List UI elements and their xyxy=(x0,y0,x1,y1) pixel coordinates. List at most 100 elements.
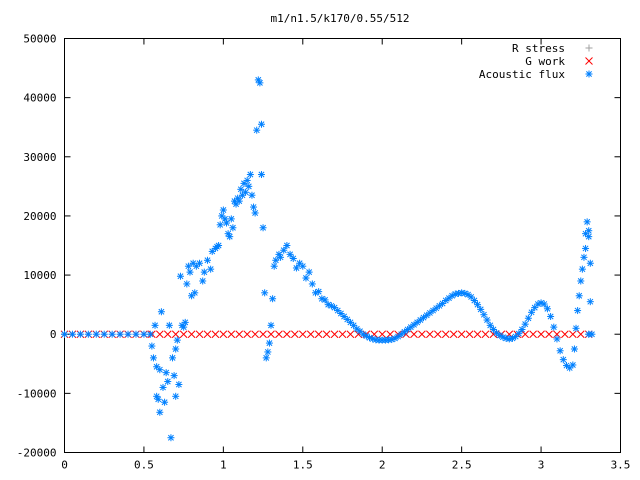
data-point xyxy=(61,330,68,338)
data-point xyxy=(116,330,124,338)
data-point xyxy=(154,395,162,403)
data-point xyxy=(486,321,494,329)
y-tick-label: 0 xyxy=(50,328,57,341)
data-point xyxy=(196,259,204,267)
data-point xyxy=(283,242,291,249)
data-point xyxy=(227,330,236,339)
data-point xyxy=(550,323,558,331)
data-point xyxy=(219,330,228,339)
data-point xyxy=(172,345,180,353)
data-point xyxy=(545,330,553,339)
data-point xyxy=(370,330,379,339)
data-point xyxy=(575,292,583,300)
y-tick-label: -20000 xyxy=(17,447,57,460)
data-point xyxy=(305,268,313,276)
data-point xyxy=(586,298,594,306)
data-point xyxy=(559,356,567,364)
data-point xyxy=(416,316,424,324)
data-point xyxy=(308,280,316,288)
series-layer xyxy=(60,76,596,442)
data-point xyxy=(183,280,191,288)
data-point xyxy=(378,330,387,339)
data-point xyxy=(223,219,231,227)
data-point xyxy=(572,324,580,332)
data-point xyxy=(191,289,199,297)
data-point xyxy=(229,224,237,232)
data-point xyxy=(251,330,259,339)
data-point xyxy=(570,345,578,353)
data-point xyxy=(576,330,585,339)
data-point xyxy=(226,233,234,241)
data-point xyxy=(159,383,167,391)
data-point xyxy=(195,330,204,339)
data-point xyxy=(521,320,529,328)
data-point xyxy=(543,305,551,313)
data-point xyxy=(568,330,577,339)
data-point xyxy=(426,330,434,339)
data-point xyxy=(259,330,267,339)
data-point xyxy=(100,330,108,338)
data-point xyxy=(331,304,339,312)
data-point xyxy=(433,330,442,339)
data-point xyxy=(477,305,485,313)
data-point xyxy=(243,330,252,339)
data-point xyxy=(216,221,224,229)
data-point xyxy=(203,330,212,339)
data-point xyxy=(235,330,244,339)
data-point xyxy=(162,369,170,377)
data-point xyxy=(346,318,354,326)
data-point xyxy=(261,289,269,297)
data-point xyxy=(515,330,523,338)
data-point xyxy=(151,321,159,329)
y-tick-label: 40000 xyxy=(23,92,56,105)
data-point xyxy=(181,318,189,326)
data-point xyxy=(175,380,183,388)
data-point xyxy=(586,259,594,267)
data-point xyxy=(108,330,116,338)
data-point xyxy=(227,215,235,223)
data-point xyxy=(76,330,84,338)
x-tick-label: 2.5 xyxy=(452,459,472,472)
data-point xyxy=(286,250,294,258)
data-point xyxy=(156,366,164,374)
data-point xyxy=(577,277,585,285)
data-point xyxy=(173,336,181,344)
data-point xyxy=(583,218,591,226)
data-point xyxy=(547,312,555,320)
legend-marker xyxy=(585,44,593,52)
data-point xyxy=(330,330,339,339)
data-point xyxy=(441,330,450,339)
x-tick-label: 2 xyxy=(379,459,386,472)
data-point xyxy=(449,330,458,339)
data-point xyxy=(245,182,253,190)
data-point xyxy=(203,256,211,264)
data-point xyxy=(207,265,215,273)
data-point xyxy=(283,330,291,339)
data-point xyxy=(243,176,251,184)
data-point xyxy=(418,330,426,339)
legend-label: R stress xyxy=(512,42,565,55)
data-point xyxy=(172,392,180,400)
data-point xyxy=(366,334,374,342)
data-point xyxy=(540,300,548,308)
x-tick-label: 0.5 xyxy=(134,459,154,472)
data-point xyxy=(302,274,310,282)
data-point xyxy=(250,203,258,211)
data-point xyxy=(481,330,490,339)
data-point xyxy=(184,262,192,270)
data-point xyxy=(442,297,450,305)
data-point xyxy=(149,354,157,362)
data-point xyxy=(290,330,299,339)
data-point xyxy=(529,330,537,339)
data-point xyxy=(465,330,474,339)
data-point xyxy=(267,321,275,329)
data-point xyxy=(246,171,254,179)
data-point xyxy=(321,296,329,304)
data-point xyxy=(264,348,272,356)
data-point xyxy=(169,354,177,362)
data-point xyxy=(298,330,307,339)
data-point xyxy=(470,297,478,305)
data-point xyxy=(146,330,154,338)
data-point xyxy=(582,244,590,252)
data-point xyxy=(253,126,261,134)
